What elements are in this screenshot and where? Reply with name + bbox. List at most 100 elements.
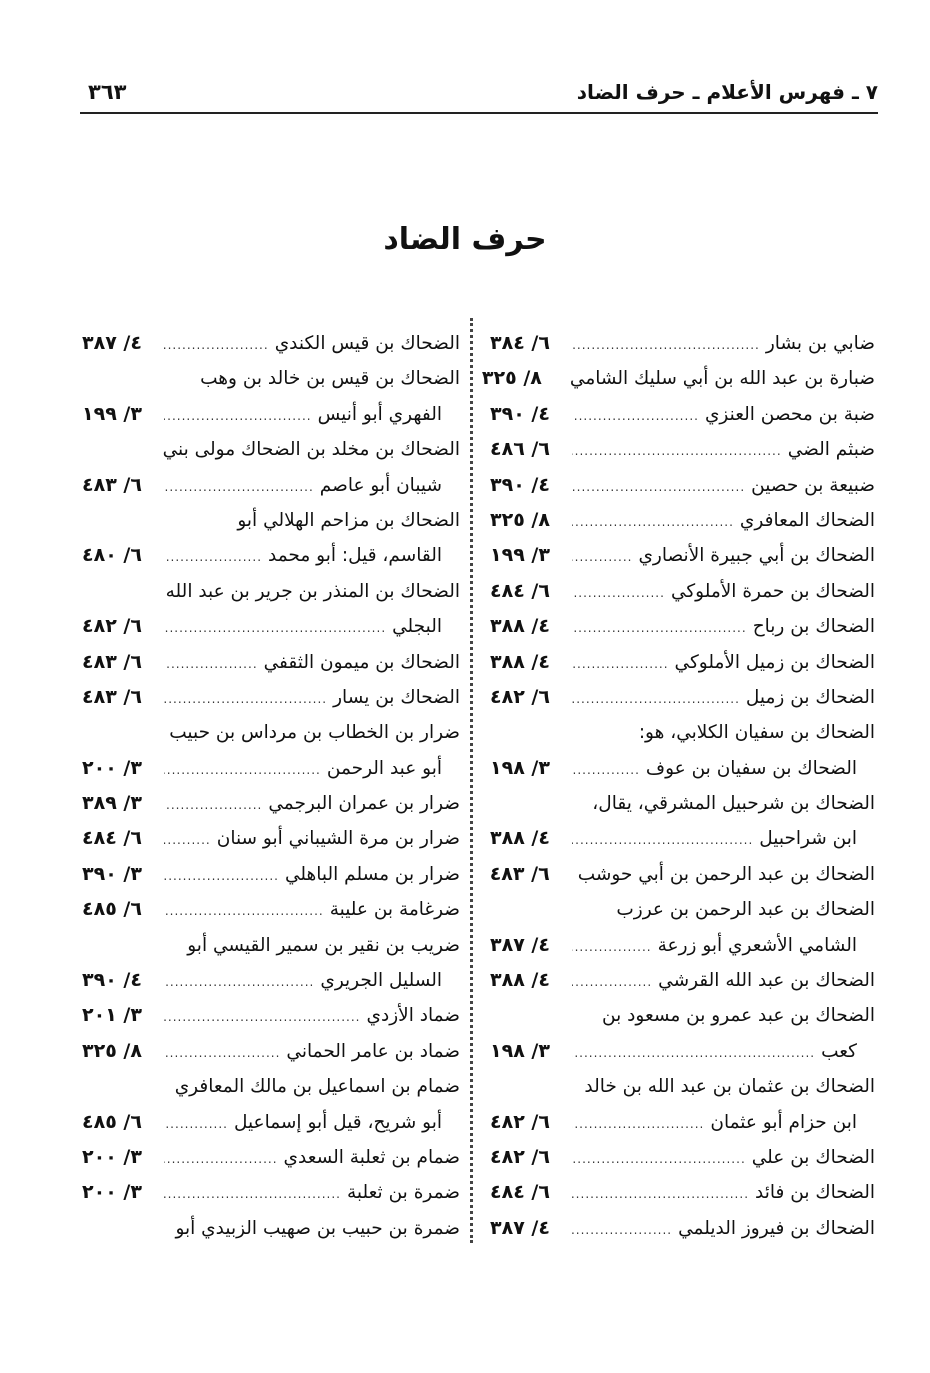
entry-name: الضحاك بن زميل [745,686,875,708]
entry-name: الضحاك بن زميل الأملوكي [674,651,875,673]
entry-reference: ٦/ ٤٨٦ [490,438,550,461]
index-entry: كعب ٣/ ١٩٨ [490,1034,875,1069]
entry-reference: ٣/ ٣٨٩ [82,792,142,815]
index-entry: القاسم، قيل: أبو محمد ٦/ ٤٨٠ [82,538,460,573]
dot-leader [572,1177,749,1212]
entry-name: الضحاك بن حمرة الأملوكي [670,580,875,602]
index-entry: الفهري أبو أنيس ٣/ ١٩٩ [82,397,460,432]
entry-reference: ٣/ ١٩٨ [490,756,550,779]
index-entry: الضحاك بن زميل الأملوكي ٤/ ٣٨٨ [490,645,875,680]
entry-name: الضحاك بن مخلد بن الضحاك مولى بني [162,439,460,461]
entry-reference: ٦/ ٤٨٣ [489,862,550,885]
entry-name: ضريب بن نقير بن سمير القيسي أبو [187,934,460,956]
entry-name: ضبارة بن عبد الله بن أبي سليك الشامي [569,368,875,390]
dot-leader [164,647,258,682]
entry-reference: ٦/ ٤٨٢ [490,1145,550,1168]
entry-name: الضحاك بن عبد الرحمن بن عرزب [616,899,875,921]
index-entry: الضحاك بن يسار ٦/ ٤٨٣ [82,680,460,715]
running-title: ٧ ـ فهرس الأعلام ـ حرف الضاد [576,80,878,104]
index-entry: ضرار بن مرة الشيباني أبو سنان ٦/ ٤٨٤ [82,821,460,856]
index-entry: الضحاك بن قيس بن خالد بن وهب [82,361,460,396]
entry-name: الضحاك بن مزاحم الهلالي أبو [237,509,460,531]
entry-reference: ٤/ ٣٩٠ [490,402,550,425]
index-entry: ضبارة بن عبد الله بن أبي سليك الشامي ٨/ ٣… [482,361,875,396]
entry-name: ضماد بن عامر الحماني [286,1040,460,1062]
dot-leader [572,399,699,434]
dot-leader [572,647,669,682]
index-entry: ضمام بن ثعلبة السعدي ٣/ ٢٠٠ [82,1140,460,1175]
entry-name: ضمرة بن ثعلبة [347,1182,460,1204]
entry-name: ضمرة بن حبيب بن صهيب الزبيدي أبو [175,1217,460,1239]
index-entry: الضحاك بن مخلد بن الضحاك مولى بني [82,432,460,467]
dot-leader [164,1000,360,1035]
entry-reference: ٤/ ٣٩٠ [490,473,550,496]
index-entry: ضبثم الضي ٦/ ٤٨٦ [490,432,875,467]
entry-reference: ٣/ ١٩٩ [490,544,550,567]
index-entry: ضبيعة بن حصين ٤/ ٣٩٠ [490,468,875,503]
dot-leader [572,930,652,965]
dot-leader [572,682,740,717]
entry-reference: ٣/ ٢٠٠ [82,756,142,779]
index-entry: ضرار بن عمران البرجمي ٣/ ٣٨٩ [82,786,460,821]
dot-leader [164,682,327,717]
entry-reference: ٦/ ٤٨٣ [82,685,142,708]
entry-name: ضماد الأزدي [366,1005,460,1027]
entry-name: ضبيعة بن حصين [751,474,875,496]
entry-reference: ٤/ ٣٨٧ [490,1216,550,1239]
index-entry: ضرغامة بن عليبة ٦/ ٤٨٥ [82,892,460,927]
dot-leader [572,328,760,363]
entry-name: الضحاك بن أبي جبيرة الأنصاري [638,545,875,567]
index-entry: الضحاك بن فيروز الديلمي ٤/ ٣٨٧ [490,1211,875,1246]
entry-reference: ٤/ ٣٨٧ [490,933,550,956]
entry-reference: ٣/ ٢٠٠ [82,1145,142,1168]
entry-reference: ٤/ ٣٨٨ [490,650,550,673]
dot-leader [164,1142,278,1177]
dot-leader [572,965,652,1000]
dot-leader [572,540,632,575]
entry-reference: ٦/ ٣٨٤ [490,332,550,354]
index-entry: الضحاك بن قيس الكندي ٤/ ٣٨٧ [82,326,460,361]
index-entry: ضمام بن اسماعيل بن مالك المعافري [82,1069,460,1104]
dot-leader [572,505,734,540]
dot-leader [164,1177,341,1212]
dot-leader [164,399,312,434]
entry-reference: ٣/ ٢٠١ [82,1004,142,1027]
dot-leader [572,1142,746,1177]
column-divider [470,318,473,1243]
entry-reference: ٣/ ٣٩٠ [82,862,142,885]
entry-reference: ٦/ ٤٨٣ [82,650,142,673]
entry-name: الضحاك بن شرحبيل المشرقي، يقال، [592,793,875,815]
entry-reference: ٤/ ٣٨٨ [490,615,550,638]
entry-reference: ٣/ ١٩٩ [82,402,142,425]
dot-leader [572,1107,704,1142]
dot-leader [164,470,314,505]
index-entry: ضريب بن نقير بن سمير القيسي أبو [82,928,460,963]
entry-reference: ٦/ ٤٨٤ [490,579,550,602]
index-entry: الضحاك بن رباح ٤/ ٣٨٨ [490,609,875,644]
entry-name: الضحاك بن رباح [752,616,875,638]
index-entry: الضحاك بن شرحبيل المشرقي، يقال، [490,786,875,821]
entry-name: الضحاك بن فيروز الديلمي [678,1217,875,1239]
dot-leader [164,894,324,929]
dot-leader [164,328,269,363]
entry-name: الضحاك بن علي [751,1146,875,1168]
entry-name: الضحاك بن ميمون الثقفي [263,651,460,673]
dot-leader [572,470,745,505]
index-entry: الضحاك بن عبد الله القرشي ٤/ ٣٨٨ [490,963,875,998]
index-entry: البجلي ٦/ ٤٨٢ [82,609,460,644]
entry-name: الضحاك المعافري [739,509,875,531]
index-entry: الضحاك بن عبد الرحمن بن عرزب [490,892,875,927]
entry-name: أبو عبد الرحمن [326,757,442,779]
index-entry: ضمرة بن حبيب بن صهيب الزبيدي أبو [82,1211,460,1246]
entry-reference: ٣/ ٢٠٠ [82,1181,142,1204]
index-entry: الضحاك بن عبد الرحمن بن أبي حوشب ٦/ ٤٨٣ [490,857,875,892]
dot-leader [572,576,665,611]
entry-reference: ٤/ ٣٩٠ [82,969,142,992]
dot-leader [164,788,262,823]
entry-reference: ٦/ ٤٨٤ [82,827,142,850]
index-entry: الضحاك بن فائد ٦/ ٤٨٤ [490,1175,875,1210]
entry-name: الضحاك بن يسار [333,686,460,708]
entry-reference: ٦/ ٤٨٣ [82,473,142,496]
entry-reference: ٨/ ٣٢٥ [82,1039,142,1062]
entry-name: ضرار بن مرة الشيباني أبو سنان [216,828,460,850]
